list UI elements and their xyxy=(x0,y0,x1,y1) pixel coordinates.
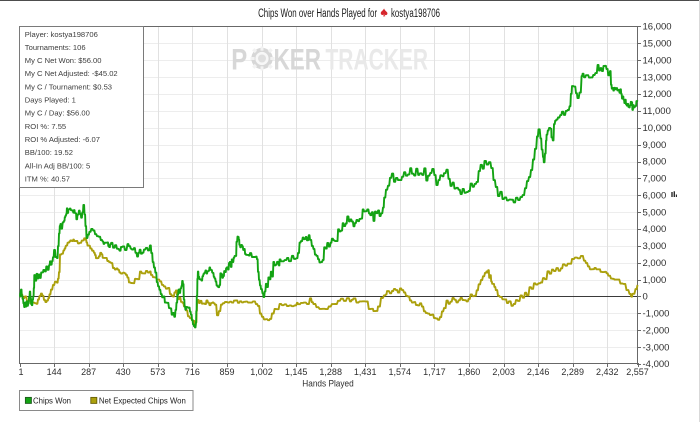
svg-text:7,000: 7,000 xyxy=(643,174,667,185)
svg-text:My C Net Won: $56.00: My C Net Won: $56.00 xyxy=(25,56,102,65)
svg-text:573: 573 xyxy=(150,367,165,377)
svg-text:-4,000: -4,000 xyxy=(643,359,670,370)
svg-text:2,289: 2,289 xyxy=(561,367,584,377)
svg-text:4,000: 4,000 xyxy=(643,224,667,235)
svg-text:BB/100: 19.52: BB/100: 19.52 xyxy=(25,148,73,157)
svg-text:287: 287 xyxy=(81,367,96,377)
svg-text:13,000: 13,000 xyxy=(643,72,672,83)
svg-text:859: 859 xyxy=(219,367,234,377)
svg-text:All-In Adj BB/100: 5: All-In Adj BB/100: 5 xyxy=(25,161,90,170)
svg-text:1,145: 1,145 xyxy=(285,367,308,377)
svg-text:2,003: 2,003 xyxy=(492,367,515,377)
svg-text:15,000: 15,000 xyxy=(643,39,672,50)
svg-text:430: 430 xyxy=(116,367,131,377)
svg-text:-2,000: -2,000 xyxy=(643,325,670,336)
svg-text:14,000: 14,000 xyxy=(643,56,672,67)
svg-text:1: 1 xyxy=(18,367,23,377)
svg-text:16,000: 16,000 xyxy=(643,22,672,33)
svg-text:ITM %: 40.57: ITM %: 40.57 xyxy=(25,174,70,183)
svg-text:Player: kostya198706: Player: kostya198706 xyxy=(25,30,98,39)
svg-text:1,860: 1,860 xyxy=(458,367,481,377)
svg-text:12,000: 12,000 xyxy=(643,89,672,100)
svg-text:2,000: 2,000 xyxy=(643,258,667,269)
svg-text:1,288: 1,288 xyxy=(319,367,342,377)
svg-text:kostya198706: kostya198706 xyxy=(391,8,440,20)
svg-text:716: 716 xyxy=(185,367,200,377)
svg-text:6,000: 6,000 xyxy=(643,190,667,201)
svg-text:My C Net Adjusted: -$45.02: My C Net Adjusted: -$45.02 xyxy=(25,69,118,78)
svg-text:1,431: 1,431 xyxy=(354,367,377,377)
svg-text:Days Played: 1: Days Played: 1 xyxy=(25,96,76,105)
svg-text:8,000: 8,000 xyxy=(643,157,667,168)
svg-text:TRACKER: TRACKER xyxy=(326,44,429,77)
svg-text:1,717: 1,717 xyxy=(423,367,446,377)
svg-text:ROI %: 7.55: ROI %: 7.55 xyxy=(25,122,66,131)
svg-text:-1,000: -1,000 xyxy=(643,309,670,320)
svg-text:2,557: 2,557 xyxy=(626,367,649,377)
svg-text:2,146: 2,146 xyxy=(527,367,550,377)
svg-text:9,000: 9,000 xyxy=(643,140,667,151)
svg-text:0: 0 xyxy=(643,292,648,303)
svg-text:2,432: 2,432 xyxy=(596,367,619,377)
svg-text:Chips Won over Hands Played fo: Chips Won over Hands Played for xyxy=(258,8,377,20)
svg-text:ROI % Adjusted: -6.07: ROI % Adjusted: -6.07 xyxy=(25,135,100,144)
svg-text:KER: KER xyxy=(274,44,322,77)
svg-text:144: 144 xyxy=(47,367,62,377)
svg-text:5,000: 5,000 xyxy=(643,207,667,218)
svg-text:1,002: 1,002 xyxy=(250,367,273,377)
svg-text:My C / Day: $56.00: My C / Day: $56.00 xyxy=(25,109,90,118)
svg-text:-3,000: -3,000 xyxy=(643,342,670,353)
svg-text:1,000: 1,000 xyxy=(643,275,667,286)
svg-text:1,574: 1,574 xyxy=(389,367,412,377)
svg-text:10,000: 10,000 xyxy=(643,123,672,134)
svg-text:Net Expected Chips Won: Net Expected Chips Won xyxy=(99,396,186,405)
svg-text:P: P xyxy=(231,44,247,77)
svg-text:Chips Won: Chips Won xyxy=(33,396,71,405)
svg-text:3,000: 3,000 xyxy=(643,241,667,252)
svg-text:11,000: 11,000 xyxy=(643,106,671,117)
svg-text:My C / Tournament: $0.53: My C / Tournament: $0.53 xyxy=(25,82,112,91)
svg-text:Tournaments: 106: Tournaments: 106 xyxy=(25,43,86,52)
svg-text:Hands Played: Hands Played xyxy=(302,379,354,389)
